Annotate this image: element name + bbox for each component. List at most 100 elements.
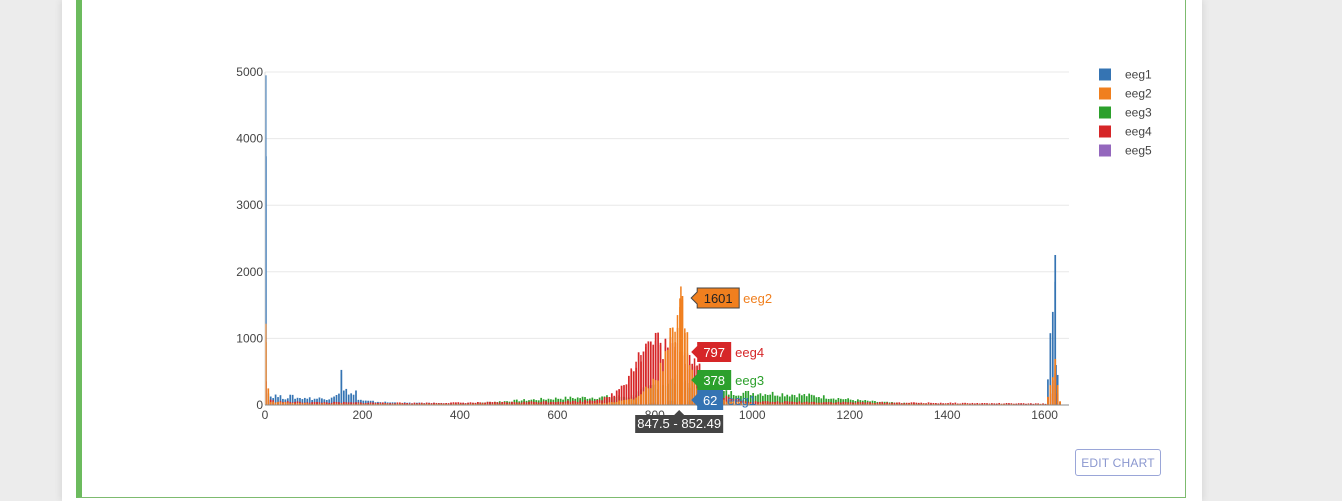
histogram-bar-eeg4 — [893, 402, 896, 405]
histogram-bar-eeg4 — [942, 403, 945, 405]
histogram-bar-eeg1 — [335, 394, 338, 405]
histogram-bar-eeg4 — [350, 402, 352, 405]
histogram-bar-eeg4 — [396, 402, 399, 405]
histogram-bar-eeg4 — [455, 402, 457, 405]
histogram-bar-eeg4 — [847, 402, 849, 405]
histogram-bar-eeg3 — [874, 401, 876, 405]
histogram-bar-eeg3 — [825, 398, 828, 405]
histogram-bar-eeg3 — [844, 399, 847, 405]
legend-swatch-eeg5[interactable] — [1099, 144, 1111, 157]
histogram-bar-eeg2 — [593, 403, 596, 405]
histogram-bar-eeg4 — [857, 401, 859, 405]
histogram-bar-eeg2 — [333, 403, 335, 405]
histogram-bar-eeg3 — [576, 397, 579, 405]
histogram-bar-eeg4 — [496, 402, 499, 405]
histogram-bar-eeg2 — [277, 401, 279, 405]
histogram-bar-eeg3 — [774, 395, 776, 405]
histogram-bar-eeg4 — [610, 393, 613, 405]
histogram-bar-eeg4 — [805, 401, 808, 405]
histogram-bar-eeg4 — [776, 401, 779, 405]
legend-label-eeg1[interactable]: eeg1 — [1125, 68, 1152, 82]
hover-series-name: eeg3 — [735, 373, 764, 388]
histogram-bar-eeg2 — [652, 378, 655, 405]
histogram-bar-eeg2 — [1056, 385, 1059, 405]
histogram-bar-eeg4 — [632, 371, 635, 405]
histogram-bar-eeg2 — [437, 403, 440, 405]
histogram-bar-eeg2 — [618, 400, 620, 405]
histogram-bar-eeg4 — [338, 402, 340, 405]
histogram-bar-eeg2 — [645, 386, 647, 405]
histogram-bar-eeg2 — [564, 403, 567, 405]
histogram-bar-eeg4 — [905, 402, 908, 405]
edit-chart-button[interactable]: EDIT CHART — [1075, 449, 1161, 476]
histogram-bar-eeg4 — [791, 401, 793, 405]
legend-swatch-eeg3[interactable] — [1099, 106, 1111, 119]
histogram-bar-eeg4 — [774, 402, 776, 405]
legend[interactable]: eeg1 eeg2 eeg3 eeg4 eeg5 — [1099, 68, 1152, 158]
histogram-bar-eeg2 — [328, 403, 331, 405]
hover-value: 378 — [703, 373, 725, 388]
histogram-bar-eeg2 — [657, 380, 659, 405]
histogram-bar-eeg2 — [586, 403, 589, 405]
legend-label-eeg2[interactable]: eeg2 — [1125, 87, 1152, 101]
histogram-bar-eeg4 — [589, 400, 591, 405]
legend-swatch-eeg2[interactable] — [1099, 87, 1111, 100]
histogram-bar-eeg4 — [937, 403, 940, 405]
legend-label-eeg4[interactable]: eeg4 — [1125, 125, 1152, 139]
histogram-bar-eeg4 — [964, 402, 966, 405]
histogram-bar-eeg4 — [603, 397, 606, 405]
histogram-bar-eeg4 — [501, 401, 504, 405]
hover-x-range-label: 847.5 - 852.49 — [635, 410, 724, 433]
legend-swatch-eeg4[interactable] — [1099, 125, 1111, 138]
histogram-bar-eeg4 — [498, 402, 501, 405]
histogram-bar-eeg4 — [891, 402, 893, 405]
histogram-bar-eeg2 — [642, 391, 645, 405]
histogram-bar-eeg4 — [898, 402, 901, 405]
histogram-bar-eeg2 — [891, 403, 893, 405]
histogram-bar-eeg2 — [550, 403, 552, 405]
histogram-bar-eeg1 — [301, 399, 304, 405]
legend-label-eeg5[interactable]: eeg5 — [1125, 144, 1152, 158]
histogram-bar-eeg2 — [267, 388, 270, 405]
histogram-bar-eeg2 — [530, 403, 533, 405]
histogram-bar-eeg2 — [808, 403, 811, 405]
histogram-bar-eeg4 — [849, 402, 852, 405]
histogram-bar-eeg2 — [425, 403, 428, 405]
histogram-bar-eeg4 — [571, 400, 574, 405]
histogram-bar-eeg4 — [389, 403, 391, 405]
histogram-bar-eeg2 — [766, 403, 769, 405]
histogram-bar-eeg2 — [284, 402, 287, 405]
histogram-bar-eeg4 — [372, 402, 374, 405]
histogram-bar-eeg4 — [786, 401, 789, 405]
histogram-bar-eeg2 — [457, 403, 460, 405]
histogram-bar-eeg3 — [822, 395, 825, 405]
x-tick-label: 200 — [352, 408, 372, 422]
legend-swatch-eeg1[interactable] — [1099, 68, 1111, 81]
histogram-bar-eeg2 — [874, 403, 876, 405]
legend-label-eeg3[interactable]: eeg3 — [1125, 106, 1152, 120]
histogram-bar-eeg2 — [1049, 385, 1052, 405]
histogram-bar-eeg4 — [861, 401, 864, 405]
histogram-bar-eeg4 — [489, 401, 491, 405]
histogram-bar-eeg2 — [540, 403, 543, 405]
histogram-bar-eeg4 — [764, 401, 767, 405]
histogram-bar-eeg4 — [511, 401, 513, 405]
histogram-bar-eeg2 — [299, 402, 301, 405]
histogram-bar-eeg4 — [606, 397, 608, 405]
histogram-bar-eeg3 — [762, 395, 764, 405]
histogram-bar-eeg2 — [282, 402, 284, 405]
histogram-bar-eeg4 — [598, 399, 601, 405]
histogram-bar-eeg2 — [311, 403, 313, 405]
histogram-bar-eeg4 — [355, 402, 357, 405]
histogram-bar-eeg2 — [628, 399, 630, 405]
histogram-bar-eeg2 — [342, 403, 345, 405]
histogram-bar-eeg4 — [754, 401, 757, 405]
histogram-bar-eeg4 — [1032, 403, 1035, 405]
histogram-bar-eeg3 — [769, 394, 772, 405]
histogram-bar-eeg4 — [360, 402, 362, 405]
histogram-bar-eeg4 — [1017, 403, 1020, 405]
histogram-bar-eeg2 — [591, 403, 594, 405]
histogram-bar-eeg4 — [869, 402, 871, 405]
histogram-bar-eeg4 — [827, 402, 830, 405]
